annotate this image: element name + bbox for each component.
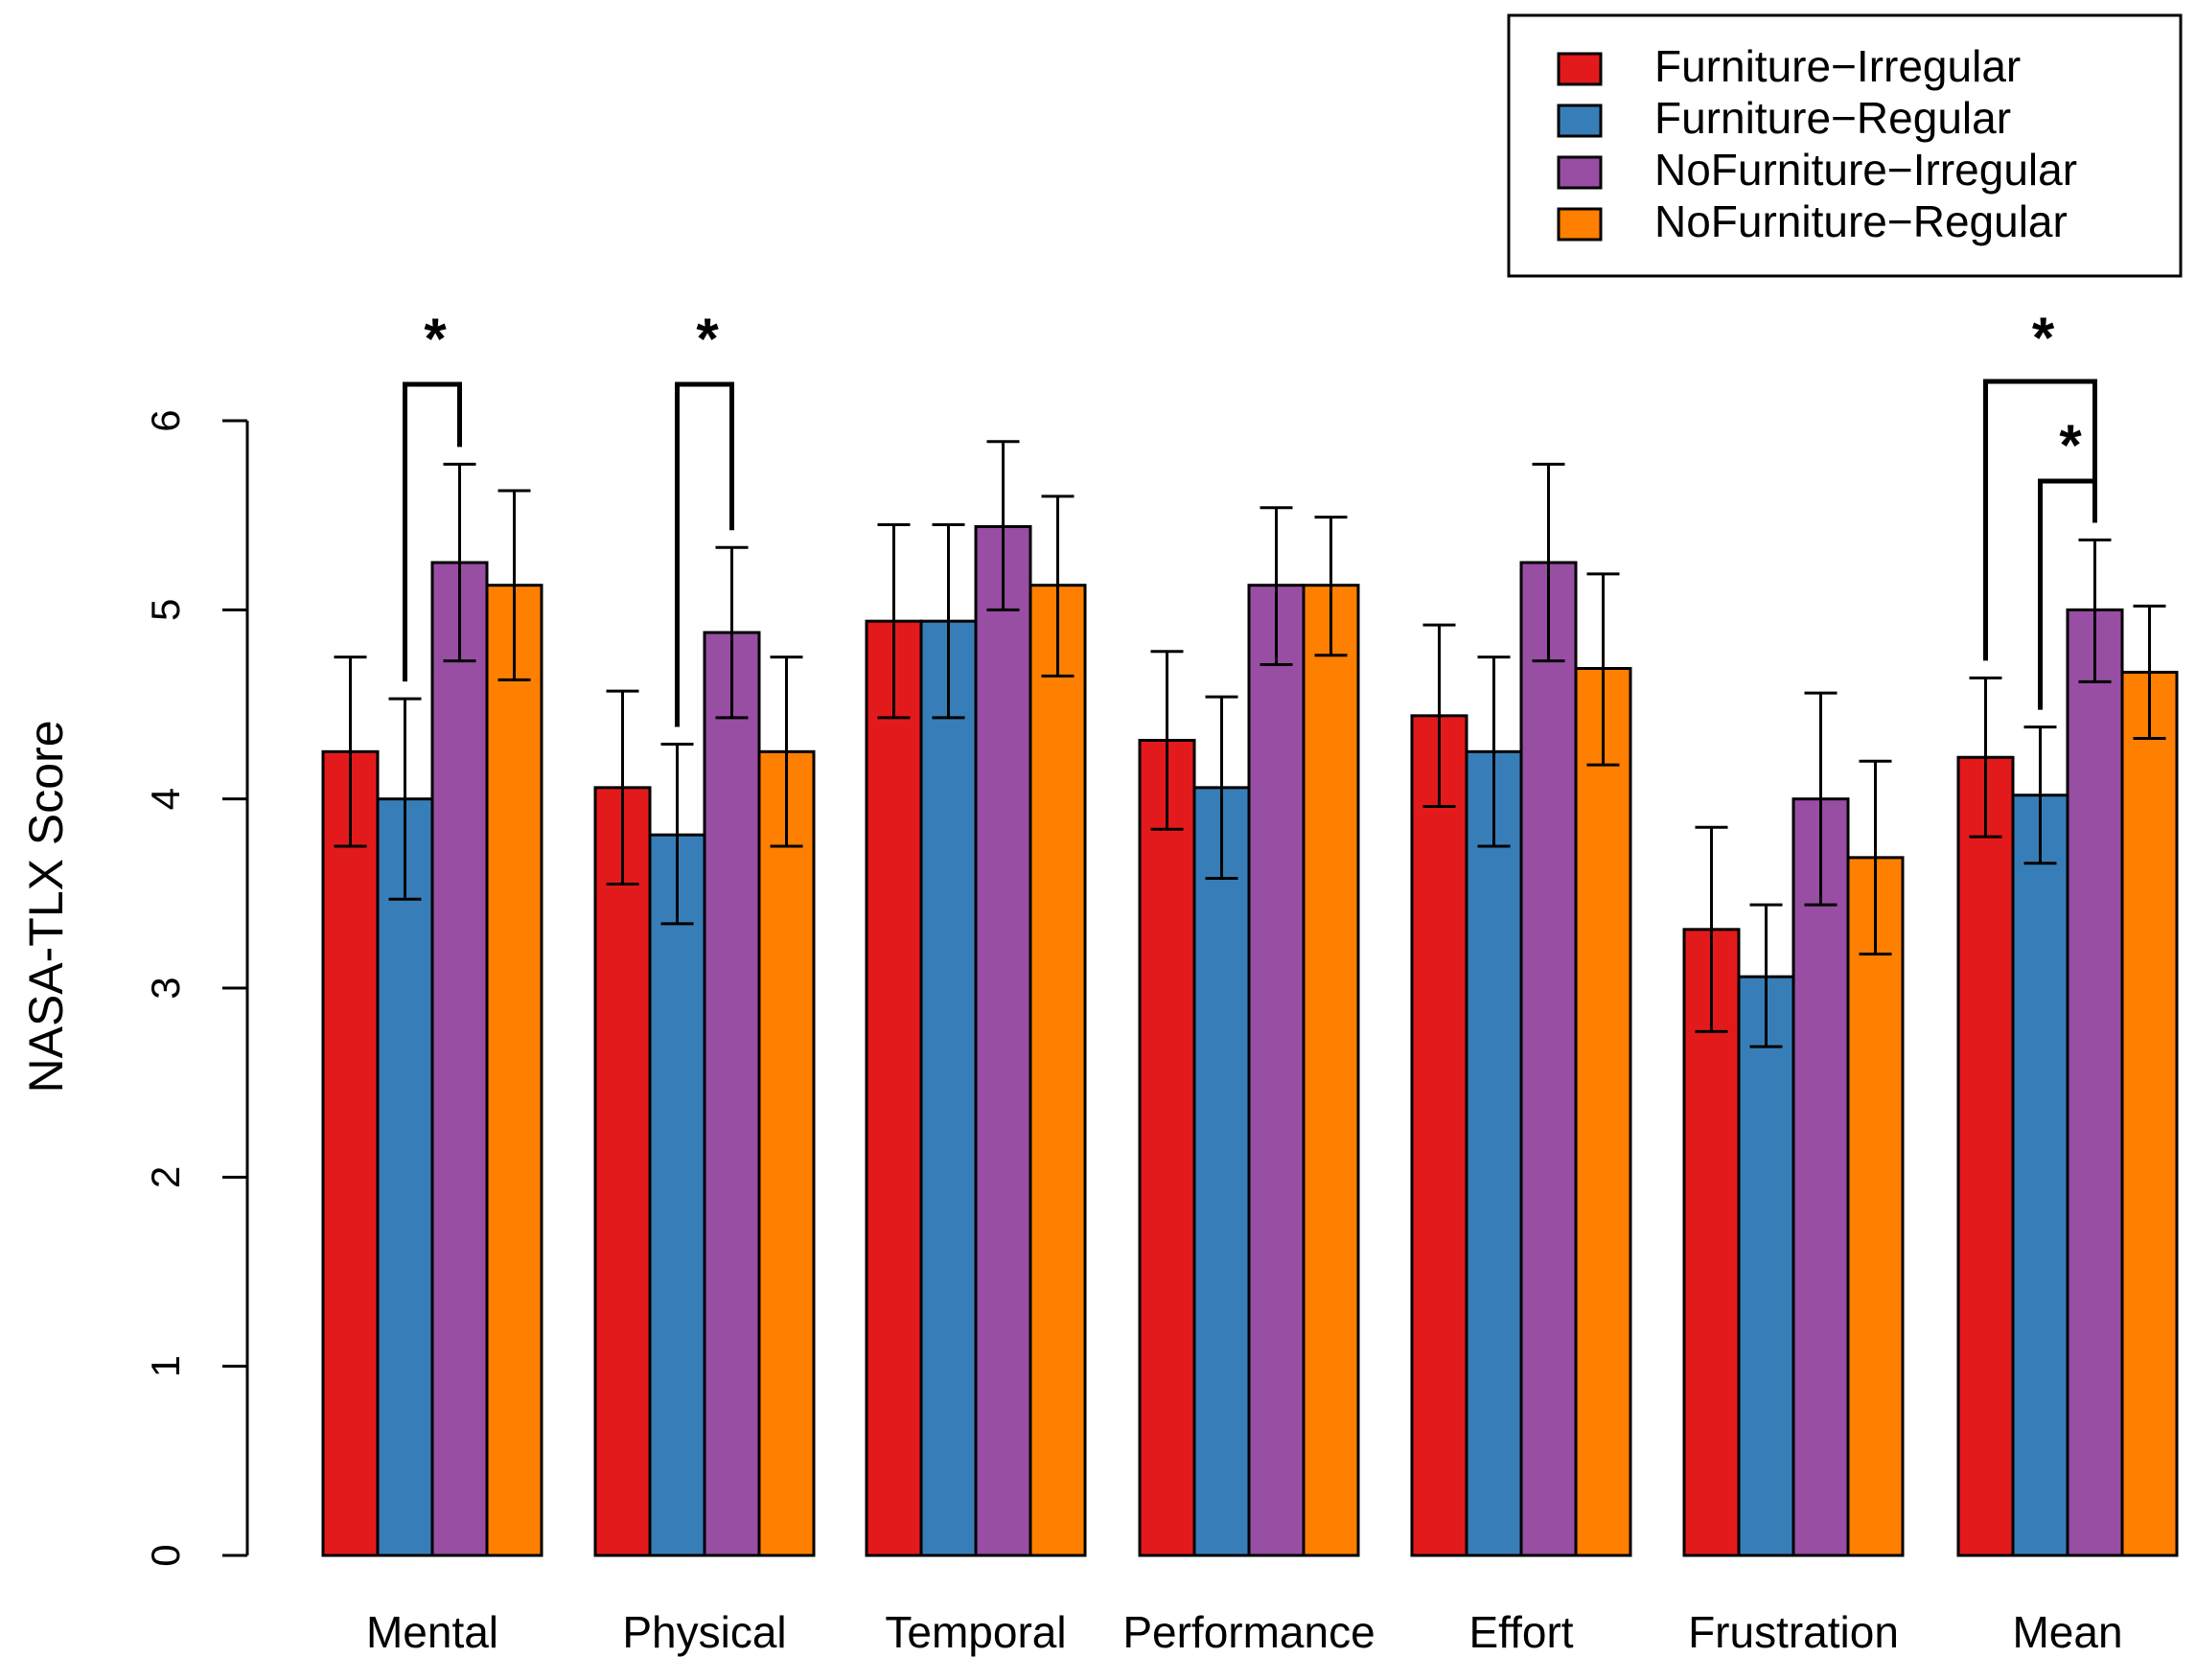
x-tick-label-temporal: Temporal [885,1607,1066,1657]
legend-swatch-series-3 [1557,155,1603,190]
error-bar-frustration-series-2 [1749,903,1783,1048]
error-bar-mean-series-1 [1969,676,2002,839]
bar-performance-series-2 [1192,786,1251,1557]
y-tick-label: 4 [143,788,188,810]
error-bar-mental-series-2 [388,697,422,901]
x-tick-label-effort: Effort [1468,1607,1573,1657]
bar-temporal-series-4 [1029,584,1087,1557]
error-bars [334,440,2166,1048]
significance-bracket-physical-2: * [675,307,734,727]
bar-mental-series-3 [430,561,489,1557]
bar-performance-series-3 [1247,584,1306,1557]
bracket-line [1983,379,2097,661]
bar-physical-series-2 [648,833,706,1557]
error-bar-effort-series-4 [1586,572,1620,767]
bracket-line [403,381,462,682]
bar-frustration-series-3 [1791,797,1850,1557]
significance-star: * [2032,306,2055,370]
x-tick-label-mental: Mental [366,1607,498,1657]
bracket-line [2038,478,2097,710]
legend-swatch-series-2 [1557,104,1603,138]
significance-annotations: * * ** [403,306,2097,727]
error-bar-physical-series-3 [715,545,749,720]
error-bar-mean-series-4 [2133,604,2166,741]
legend-box [1507,13,2183,278]
bar-mental-series-4 [485,584,543,1557]
y-tick-label: 3 [143,977,188,999]
bar-mean-series-2 [2011,794,2069,1557]
legend-label-series-4: NoFurniture−Regular [1654,196,2068,246]
legend-label-series-2: Furniture−Regular [1654,93,2011,143]
error-bar-mental-series-4 [497,489,531,681]
x-tick-label-mean: Mean [2012,1607,2122,1657]
y-tick-label: 5 [143,599,188,621]
bracket-line [675,381,734,727]
bar-effort-series-3 [1519,561,1578,1557]
error-bar-frustration-series-4 [1859,759,1892,955]
error-bar-mental-series-3 [443,462,476,663]
bar-effort-series-1 [1410,714,1468,1557]
significance-star: * [424,307,447,371]
legend: Furniture−IrregularFurniture−RegularNoFu… [1507,13,2183,278]
error-bar-temporal-series-2 [932,523,965,720]
bar-temporal-series-3 [974,525,1032,1557]
bar-mean-series-1 [1956,755,2015,1557]
bar-performance-series-4 [1302,584,1360,1557]
x-axis-tick-labels: Mental Physical Temporal Performance Effort F… [366,1607,2123,1657]
error-bar-performance-series-2 [1205,695,1238,881]
error-bar-effort-series-1 [1422,623,1456,809]
error-bar-mental-series-1 [334,656,367,848]
bar-temporal-series-2 [919,619,978,1557]
bars [321,525,2179,1557]
bar-effort-series-4 [1574,667,1632,1557]
bar-frustration-series-1 [1682,928,1741,1557]
bar-frustration-series-4 [1846,856,1905,1557]
y-tick-label: 6 [143,409,188,431]
bar-physical-series-1 [593,786,652,1557]
error-bar-physical-series-1 [606,689,639,886]
error-bar-performance-series-3 [1260,506,1293,667]
error-bar-temporal-series-3 [986,440,1020,611]
bar-physical-series-4 [757,749,816,1557]
y-axis: 0 1 2 3 4 5 6 [143,409,249,1567]
bar-mental-series-2 [376,797,434,1557]
legend-label-series-1: Furniture−Irregular [1654,41,2021,91]
error-bar-mean-series-2 [2023,725,2057,865]
bar-performance-series-1 [1138,738,1196,1557]
y-axis-label: NASA-TLX Score [19,720,73,1093]
bar-effort-series-2 [1465,749,1523,1557]
error-bar-physical-series-2 [660,742,694,926]
legend-label-series-3: NoFurniture−Irregular [1654,145,2077,195]
error-bar-physical-series-4 [770,656,803,848]
error-bar-performance-series-4 [1314,516,1348,657]
significance-star: * [2059,413,2082,477]
significance-bracket-mean-3: * [1983,306,2097,661]
bar-mean-series-4 [2120,670,2179,1557]
x-tick-label-performance: Performance [1122,1607,1375,1657]
error-bar-effort-series-3 [1532,462,1565,663]
y-tick-label: 2 [143,1166,188,1188]
bar-mean-series-3 [2066,608,2124,1557]
legend-swatch-series-4 [1557,207,1603,242]
error-bar-performance-series-1 [1150,650,1184,831]
significance-bracket-mental-1: * [403,307,462,682]
error-bar-effort-series-2 [1477,656,1511,848]
error-bar-frustration-series-3 [1804,691,1838,907]
y-tick-label: 0 [143,1544,188,1566]
bar-frustration-series-2 [1737,975,1795,1557]
bar-temporal-series-1 [865,619,923,1557]
bar-physical-series-3 [703,631,761,1557]
significance-bracket-mean-4: * [2038,413,2097,710]
significance-star: * [696,307,719,371]
y-tick-label: 1 [143,1355,188,1377]
error-bar-frustration-series-1 [1695,825,1728,1033]
error-bar-temporal-series-1 [877,523,911,720]
error-bar-temporal-series-4 [1041,495,1075,678]
bar-mental-series-1 [321,749,380,1557]
error-bar-mean-series-3 [2078,538,2112,683]
x-tick-label-physical: Physical [622,1607,786,1657]
legend-swatch-series-1 [1557,52,1603,86]
x-tick-label-frustration: Frustration [1688,1607,1899,1657]
